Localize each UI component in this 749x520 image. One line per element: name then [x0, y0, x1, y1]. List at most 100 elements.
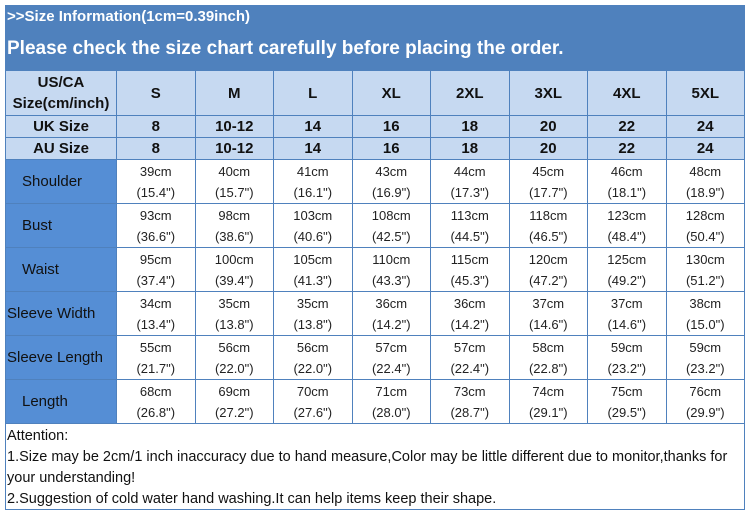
inch-value: (16.1")	[293, 184, 333, 200]
measurement-cell: 125cm (49.2")	[587, 247, 667, 292]
uk-size-value: 22	[587, 115, 667, 138]
inch-value: (22.0")	[293, 360, 333, 376]
measurement-cell: 36cm (14.2")	[430, 291, 510, 336]
inch-value: (43.3")	[371, 272, 411, 288]
cm-value: 37cm	[532, 295, 565, 311]
measurement-cell: 40cm (15.7")	[194, 159, 274, 204]
measurement-cell: 113cm (44.5")	[430, 203, 510, 248]
inch-value: (14.6")	[607, 316, 647, 332]
measurement-cell: 59cm (23.2")	[665, 335, 745, 380]
cm-value: 38cm	[689, 295, 722, 311]
cm-value: 68cm	[139, 383, 172, 399]
inch-value: (41.3")	[293, 272, 333, 288]
inch-value: (22.4")	[371, 360, 411, 376]
measurement-cell: 110cm (43.3")	[351, 247, 431, 292]
measurement-cell: 46cm (18.1")	[587, 159, 667, 204]
measurement-cell: 34cm (13.4")	[116, 291, 196, 336]
inch-value: (45.3")	[450, 272, 490, 288]
size-M: M	[194, 70, 274, 116]
uk-size-value: 18	[430, 115, 510, 138]
uk-size-row: UK Size 8 10-12 14 16 18 20 22 24	[5, 115, 745, 138]
cm-value: 35cm	[218, 295, 251, 311]
inch-value: (50.4")	[685, 228, 725, 244]
measurement-cell: 37cm (14.6")	[508, 291, 588, 336]
measurement-cell: 103cm (40.6")	[273, 203, 353, 248]
inch-value: (15.0")	[685, 316, 725, 332]
inch-value: (36.6")	[136, 228, 176, 244]
size-4XL: 4XL	[587, 70, 667, 116]
uk-size-label: UK Size	[5, 115, 117, 138]
cm-value: 128cm	[685, 207, 725, 223]
cm-value: 103cm	[293, 207, 333, 223]
measurement-row: Sleeve Length 55cm (21.7") 56cm (22.0") 56cm (…	[5, 335, 745, 380]
uk-size-value: 14	[273, 115, 353, 138]
cm-value: 118cm	[529, 207, 568, 223]
uk-size-value: 24	[665, 115, 745, 138]
measurement-cell: 71cm (28.0")	[351, 379, 431, 424]
au-size-value: 22	[587, 137, 667, 160]
measurement-cell: 44cm (17.3")	[430, 159, 510, 204]
measurement-cell: 76cm (29.9")	[665, 379, 745, 424]
cm-value: 108cm	[371, 207, 411, 223]
measurement-cell: 45cm (17.7")	[508, 159, 588, 204]
cm-value: 59cm	[610, 339, 643, 355]
cm-value: 40cm	[218, 163, 251, 179]
inch-value: (28.0")	[371, 404, 411, 420]
cm-value: 44cm	[453, 163, 486, 179]
inch-value: (28.7")	[450, 404, 490, 420]
cm-value: 57cm	[375, 339, 408, 355]
size-3XL: 3XL	[508, 70, 588, 116]
measurement-cell: 55cm (21.7")	[116, 335, 196, 380]
cm-value: 74cm	[532, 383, 565, 399]
cm-value: 41cm	[296, 163, 329, 179]
attention-title: Attention:	[7, 428, 69, 444]
measurement-cell: 105cm (41.3")	[273, 247, 353, 292]
measurement-cell: 56cm (22.0")	[194, 335, 274, 380]
au-size-value: 20	[508, 137, 588, 160]
uk-size-value: 16	[351, 115, 431, 138]
inch-value: (13.4")	[136, 316, 176, 332]
cm-value: 125cm	[607, 251, 647, 267]
au-size-label: AU Size	[5, 137, 117, 160]
size-info-title: >>Size Information(1cm=0.39inch)	[7, 8, 250, 25]
cm-value: 59cm	[689, 339, 722, 355]
size-chart-notice: Please check the size chart carefully be…	[7, 38, 564, 59]
cm-value: 36cm	[453, 295, 486, 311]
cm-value: 35cm	[296, 295, 329, 311]
measurement-cell: 58cm (22.8")	[508, 335, 588, 380]
measurement-cell: 75cm (29.5")	[587, 379, 667, 424]
attention-notes: Attention: 1.Size may be 2cm/1 inch inac…	[5, 424, 745, 510]
au-size-value: 16	[351, 137, 431, 160]
inch-value: (15.4")	[136, 184, 176, 200]
inch-value: (18.9")	[685, 184, 725, 200]
size-XL: XL	[351, 70, 431, 116]
inch-value: (49.2")	[607, 272, 647, 288]
inch-value: (23.2")	[685, 360, 725, 376]
size-S: S	[116, 70, 196, 116]
cm-value: 55cm	[139, 339, 172, 355]
cm-value: 36cm	[375, 295, 408, 311]
measurement-row: Length 68cm (26.8") 69cm (27.2") 70cm (27.6") 7…	[5, 379, 745, 424]
measurement-cell: 100cm (39.4")	[194, 247, 274, 292]
measurement-cell: 36cm (14.2")	[351, 291, 431, 336]
size-chart: >>Size Information(1cm=0.39inch) Please …	[5, 5, 745, 510]
inch-value: (44.5")	[450, 228, 490, 244]
measurement-row: Waist 95cm (37.4") 100cm (39.4") 105cm (41.3")…	[5, 247, 745, 292]
measurement-cell: 39cm (15.4")	[116, 159, 196, 204]
inch-value: (27.2")	[214, 404, 254, 420]
cm-value: 130cm	[685, 251, 725, 267]
inch-value: (18.1")	[607, 184, 647, 200]
uk-size-value: 8	[116, 115, 196, 138]
inch-value: (29.1")	[528, 404, 568, 420]
cm-value: 113cm	[450, 207, 489, 223]
inch-value: (38.6")	[214, 228, 254, 244]
inch-value: (26.8")	[136, 404, 176, 420]
inch-value: (48.4")	[607, 228, 647, 244]
measurement-cell: 41cm (16.1")	[273, 159, 353, 204]
au-size-value: 10-12	[194, 137, 274, 160]
inch-value: (14.2")	[371, 316, 411, 332]
measurement-label: Bust	[5, 203, 117, 248]
cm-value: 34cm	[139, 295, 172, 311]
inch-value: (40.6")	[293, 228, 333, 244]
inch-value: (13.8")	[293, 316, 333, 332]
